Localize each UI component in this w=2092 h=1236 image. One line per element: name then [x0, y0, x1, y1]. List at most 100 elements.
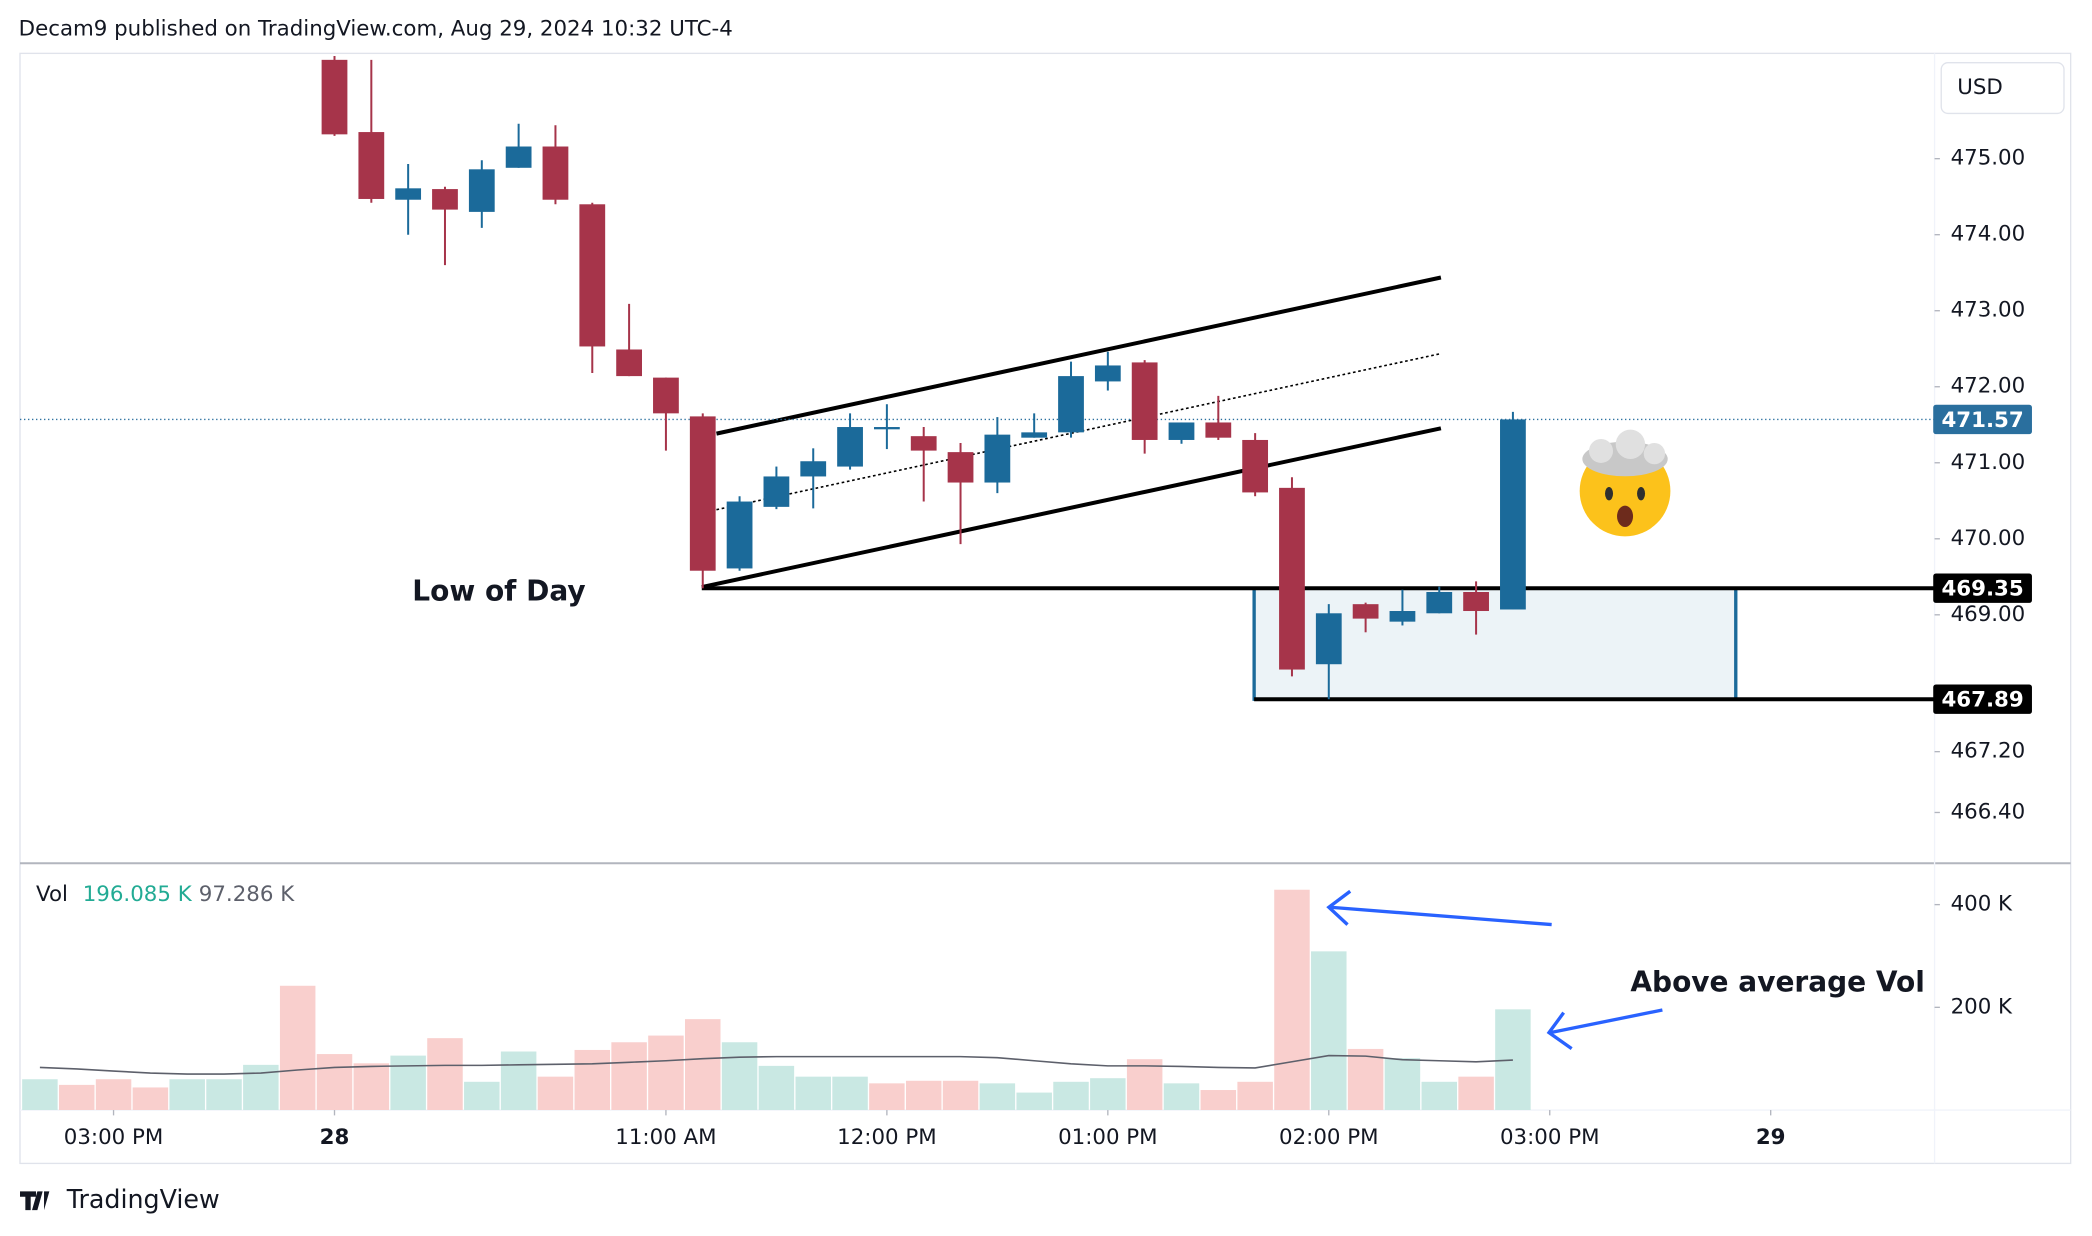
- volume-bar: [279, 985, 316, 1111]
- candle-body: [616, 349, 642, 377]
- volume-bar: [169, 1079, 205, 1111]
- volume-bar: [353, 1063, 390, 1111]
- candle-body: [1242, 439, 1269, 493]
- annotation-low-of-day: Low of Day: [412, 574, 585, 607]
- volume-bar: [206, 1079, 242, 1111]
- arrowhead: [1546, 1011, 1573, 1051]
- vol-tick-label: 400 K: [1951, 892, 2013, 917]
- volume-bar: [1200, 1090, 1237, 1111]
- candle-body: [1021, 432, 1048, 438]
- candle-body: [873, 427, 900, 430]
- y-tick-label: 470.00: [1951, 526, 2026, 551]
- chart-frame: [19, 52, 2072, 1165]
- candle-body: [726, 501, 753, 569]
- volume-bar: [905, 1080, 942, 1111]
- volume-bar: [500, 1051, 537, 1111]
- candle-body: [984, 434, 1011, 483]
- volume-bar: [1237, 1081, 1273, 1111]
- emoji-cloud: [1589, 438, 1614, 463]
- candle-body: [468, 169, 495, 212]
- y-tick-label: 467.20: [1951, 739, 2026, 764]
- volume-bar: [537, 1076, 574, 1111]
- candle-body: [1279, 487, 1305, 670]
- candle-body: [910, 436, 937, 451]
- volume-bar: [1090, 1078, 1126, 1111]
- volume-bar: [132, 1087, 169, 1111]
- volume-bar: [648, 1035, 684, 1111]
- volume-bar: [721, 1042, 758, 1111]
- price-label-box: [1933, 573, 2032, 603]
- x-tick-label: 01:00 PM: [1058, 1125, 1158, 1150]
- candle-body: [321, 59, 348, 135]
- candle-body: [1352, 604, 1379, 619]
- volume-ma-line: [39, 1054, 1513, 1075]
- emoji-cloud: [1643, 442, 1666, 465]
- candle-body: [1463, 592, 1489, 612]
- candle-body: [1315, 613, 1342, 665]
- volume-bar: [869, 1083, 905, 1111]
- volume-bar: [390, 1055, 426, 1111]
- candle-body: [653, 377, 679, 414]
- volume-bar: [1274, 889, 1310, 1111]
- emoji-eye: [1605, 486, 1614, 501]
- arrow: [1330, 905, 1552, 927]
- price-label-box: [1933, 404, 2032, 435]
- y-tick-label: 469.00: [1951, 602, 2026, 627]
- candle-body: [947, 452, 974, 483]
- x-tick-label: 28: [320, 1125, 350, 1150]
- channel-lower: [701, 426, 1442, 590]
- volume-bar: [316, 1054, 353, 1111]
- volume-bar: [1458, 1076, 1494, 1111]
- volume-bar: [1311, 951, 1347, 1111]
- arrows: [1326, 889, 1663, 1051]
- y-tick-label: 473.00: [1951, 298, 2026, 323]
- volume-bar: [979, 1083, 1016, 1111]
- volume-bar: [1163, 1083, 1200, 1111]
- y-tick-label: 475.00: [1951, 146, 2026, 171]
- volume-bar: [1016, 1092, 1052, 1111]
- y-tick-label: 466.40: [1951, 799, 2026, 824]
- volume-bar: [1495, 1009, 1531, 1111]
- y-tick-label: 471.00: [1951, 450, 2026, 475]
- arrow: [1549, 1008, 1663, 1035]
- price-label-box: [1933, 684, 2032, 714]
- currency-label: USD: [1957, 75, 2003, 100]
- candle-body: [689, 416, 716, 571]
- emoji-cloud: [1615, 429, 1646, 459]
- volume-pane: [22, 889, 1531, 1111]
- annotation-above-average: Above average Vol: [1630, 965, 1925, 998]
- volume-bar: [832, 1076, 868, 1111]
- price-label: 467.89: [1941, 688, 2023, 713]
- volume-bar: [1053, 1081, 1089, 1111]
- volume-bar: [611, 1042, 647, 1111]
- candle-body: [1168, 422, 1195, 440]
- currency-button[interactable]: [1940, 62, 2065, 115]
- volume-bar: [1384, 1058, 1421, 1111]
- candle-body: [1094, 365, 1121, 382]
- vol-tick-label: 200 K: [1951, 994, 2013, 1019]
- x-tick-label: 11:00 AM: [615, 1125, 716, 1150]
- brand-logo: [20, 1191, 50, 1211]
- brand-name: TradingView: [66, 1184, 220, 1214]
- volume-bar: [1347, 1048, 1384, 1111]
- candle-body: [395, 188, 422, 200]
- logo-mark: [20, 1191, 50, 1211]
- volume-bar: [1126, 1059, 1163, 1111]
- header-text: Decam9 published on TradingView.com, Aug…: [19, 16, 733, 41]
- volume-bar: [22, 1079, 58, 1111]
- candle-body: [358, 132, 385, 199]
- x-tick-label: 02:00 PM: [1279, 1125, 1379, 1150]
- candle-body: [1058, 376, 1084, 433]
- channel-upper: [716, 275, 1442, 436]
- volume-bar: [574, 1049, 611, 1111]
- x-tick-label: 03:00 PM: [1500, 1125, 1600, 1150]
- candle-body: [1389, 611, 1416, 622]
- candle-body: [763, 476, 790, 507]
- volume-bar: [427, 1038, 463, 1111]
- candle-body: [505, 146, 532, 168]
- candle-body: [432, 189, 458, 210]
- candle-body: [1426, 592, 1453, 614]
- price-label: 469.35: [1941, 577, 2023, 602]
- volume-bar: [942, 1080, 979, 1111]
